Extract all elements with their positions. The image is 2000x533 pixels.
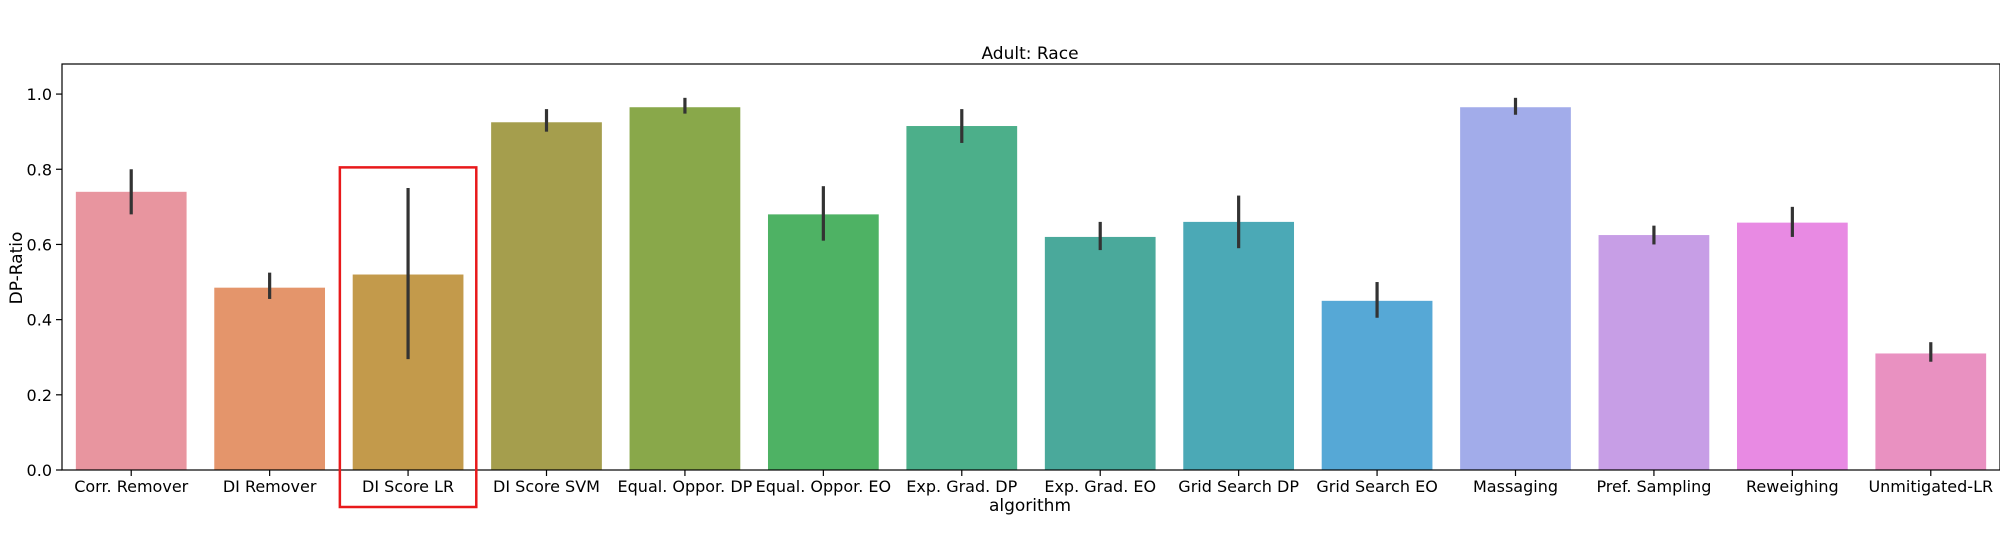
y-tick-label: 0.4: [27, 311, 52, 330]
bar: [1321, 300, 1433, 470]
y-tick-label: 1.0: [27, 85, 52, 104]
x-tick-label: Reweighing: [1746, 477, 1839, 496]
y-tick-label: 0.8: [27, 160, 52, 179]
chart-title: Adult: Race: [981, 44, 1078, 64]
bar: [1736, 222, 1848, 470]
bar: [906, 126, 1018, 471]
x-tick-label: Grid Search EO: [1316, 477, 1437, 496]
x-tick-label: Pref. Sampling: [1596, 477, 1711, 496]
bar: [1598, 235, 1710, 470]
bar: [491, 122, 602, 470]
x-tick-label: DI Score LR: [362, 477, 454, 496]
x-tick-label: Equal. Oppor. DP: [618, 477, 753, 496]
bar: [629, 107, 741, 471]
x-tick-label: Equal. Oppor. EO: [756, 477, 892, 496]
x-tick-label: Corr. Remover: [74, 477, 188, 496]
x-tick-label: DI Score SVM: [493, 477, 600, 496]
bar: [1875, 353, 1987, 470]
bar: [767, 214, 879, 470]
x-tick-label: Exp. Grad. DP: [906, 477, 1017, 496]
y-axis-label: DP-Ratio: [7, 232, 27, 305]
y-tick-label: 0.0: [27, 461, 52, 480]
bar: [1460, 107, 1571, 471]
bar: [1183, 221, 1295, 470]
x-tick-label: Unmitigated-LR: [1868, 477, 1993, 496]
x-tick-label: DI Remover: [223, 477, 317, 496]
x-tick-label: Grid Search DP: [1178, 477, 1299, 496]
y-tick-label: 0.2: [27, 386, 52, 405]
bar: [214, 287, 326, 470]
x-tick-label: Massaging: [1473, 477, 1558, 496]
x-axis-label: algorithm: [989, 496, 1071, 516]
highlight-box: [338, 166, 478, 509]
y-tick-label: 0.6: [27, 235, 52, 254]
plot-frame: [61, 63, 2000, 471]
bar: [75, 191, 187, 470]
x-tick-label: Exp. Grad. EO: [1044, 477, 1156, 496]
bar: [1044, 236, 1156, 470]
